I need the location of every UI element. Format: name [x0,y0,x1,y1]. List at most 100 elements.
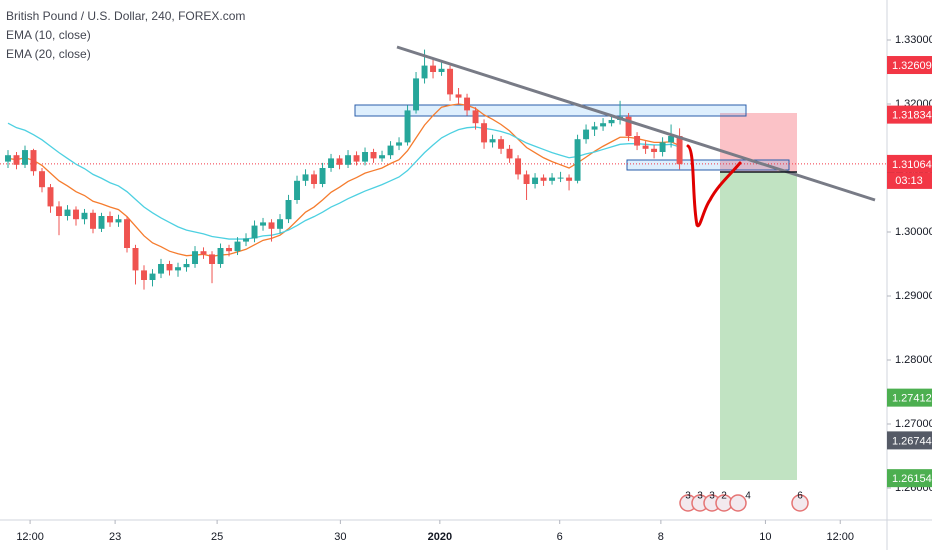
candle-body [260,222,266,226]
x-tick-label: 12:00 [16,531,44,543]
target-zone [720,172,797,480]
candle-body [319,168,326,184]
candle-body [158,264,164,274]
candle-body [515,158,522,175]
x-tick-label: 23 [109,531,121,543]
price-badge [887,388,932,407]
candle-body [5,155,11,162]
candle-body [438,68,445,72]
candle-body [557,177,564,179]
candle-body [540,177,547,181]
x-tick-label: 25 [211,531,223,543]
candle-body [430,65,437,72]
candle-body [285,200,292,220]
event-count: 6 [797,491,803,502]
candle-body [642,145,649,149]
candle-body [166,264,173,271]
candle-body [243,238,249,242]
candle-body [353,155,360,162]
countdown-badge [887,172,932,189]
candle-body [651,148,658,152]
price-badge-label: 1.31834 [892,110,932,122]
price-badge-label: 1.26154 [892,473,932,485]
candle-body [226,248,232,252]
candle-body [489,139,496,143]
candle-body [175,267,181,271]
candle-body [370,152,377,159]
candle-body [464,97,471,111]
candle-body [668,136,675,143]
ema-line [7,103,680,257]
ema-legend: EMA (20, close) [6,47,91,61]
candle-body [132,248,139,271]
candle-body [625,116,632,136]
candle-body [608,120,615,124]
ema-line [7,122,680,240]
price-badge [887,56,932,75]
event-count: 4 [745,491,751,502]
candle-body [149,273,156,280]
candle-body [251,225,258,239]
x-tick-label: 12:00 [826,531,854,543]
candle-body [22,150,28,165]
candle-body [379,155,386,159]
candle-body [141,270,147,280]
price-badge-label: 1.32609 [892,60,932,72]
candle-body [659,142,666,152]
candle-body [574,139,581,181]
candle-body [421,65,428,79]
hand-drawn-path [686,144,742,228]
candle-body [387,145,394,156]
x-tick-label: 30 [334,531,346,543]
countdown-label: 03:13 [895,175,923,187]
candle-body [506,148,513,159]
candle-body [56,206,62,216]
candle-body [294,180,301,200]
candle-body [124,219,130,248]
candle-body [396,142,403,146]
candle-body [523,174,530,184]
trend-line [396,45,876,202]
candle-body [98,216,105,229]
candle-body [268,222,275,229]
x-tick-label: 6 [557,531,563,543]
drawings [354,104,797,480]
candle-body [64,209,71,216]
x-tick-label: 10 [759,531,771,543]
entry-box [626,159,790,171]
candle-body [39,171,45,188]
event-icon [729,494,747,512]
y-tick-label: 1.33000 [895,34,932,46]
candle-body [30,150,37,172]
candle-body [413,78,420,111]
candle-body [498,139,505,149]
candle-body [549,177,556,181]
price-badge-label: 1.26744 [892,435,932,447]
symbol-legend: British Pound / U.S. Dollar, 240, FOREX.… [6,9,245,23]
event-count: 3 [697,491,703,502]
y-tick-label: 1.30000 [895,226,932,238]
candle-body [13,155,20,165]
candle-body [328,158,335,168]
candle-body [676,136,683,165]
price-badge-label: 1.31064 [892,159,932,171]
candle-body [600,123,607,127]
x-tick-label: 2020 [428,531,452,543]
event-count: 3 [685,491,691,502]
x-tick-label: 8 [658,531,664,543]
candle-body [345,155,352,165]
candle-body [107,216,113,223]
candle-body [591,126,598,130]
price-badge-label: 1.27412 [892,393,932,405]
price-badge [887,105,932,124]
y-tick-label: 1.29000 [895,290,932,302]
candle-body [311,174,318,184]
candle-body [277,219,284,229]
candle-body [81,212,88,220]
candle-body [336,158,343,165]
candle-body [115,219,122,223]
candle-body [532,177,539,184]
price-badge [887,469,932,488]
event-count: 3 [709,491,715,502]
